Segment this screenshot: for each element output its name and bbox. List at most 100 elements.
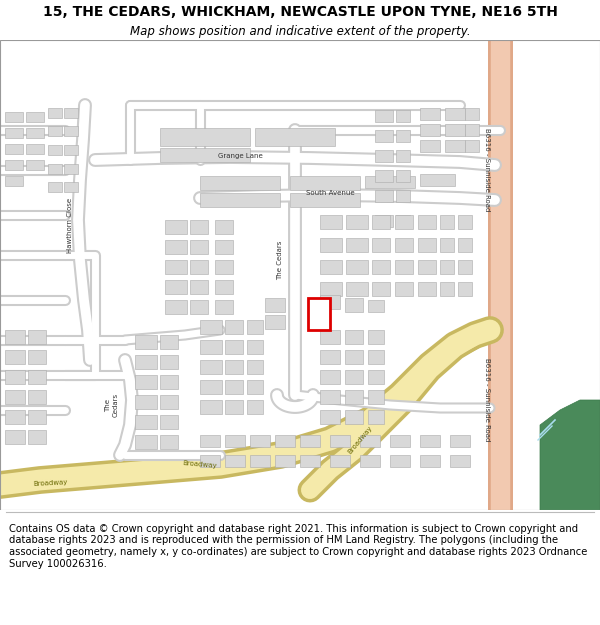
Bar xyxy=(375,215,393,227)
Bar xyxy=(160,355,178,369)
Bar xyxy=(225,380,243,394)
Bar xyxy=(345,410,363,424)
Bar xyxy=(64,164,78,174)
Bar xyxy=(372,282,390,296)
Bar xyxy=(225,360,243,374)
Bar xyxy=(420,108,440,120)
Bar xyxy=(28,390,46,404)
Bar xyxy=(375,190,393,202)
Bar xyxy=(64,182,78,192)
Bar xyxy=(135,395,157,409)
Bar xyxy=(215,300,233,314)
Bar xyxy=(372,215,390,229)
Bar xyxy=(5,390,25,404)
Bar xyxy=(346,238,368,252)
Text: The
Cedars: The Cedars xyxy=(106,393,119,417)
Bar xyxy=(215,240,233,254)
Bar xyxy=(418,238,436,252)
Bar xyxy=(346,215,368,229)
Bar xyxy=(368,410,384,424)
Bar xyxy=(465,108,479,120)
Text: B6316 - Sunniside Road: B6316 - Sunniside Road xyxy=(484,128,490,212)
Bar xyxy=(320,410,340,424)
Bar xyxy=(250,455,270,467)
Bar xyxy=(458,238,472,252)
Bar xyxy=(165,260,187,274)
Bar xyxy=(345,298,363,312)
Bar xyxy=(5,430,25,444)
Bar xyxy=(135,375,157,389)
Bar xyxy=(396,170,410,182)
Bar xyxy=(165,240,187,254)
Bar xyxy=(265,315,285,329)
Bar xyxy=(346,282,368,296)
Bar xyxy=(320,282,342,296)
Bar xyxy=(28,430,46,444)
Bar xyxy=(250,435,270,447)
Bar xyxy=(247,320,263,334)
Bar xyxy=(375,150,393,162)
Bar xyxy=(5,410,25,424)
Bar xyxy=(275,455,295,467)
Bar xyxy=(247,400,263,414)
Bar xyxy=(48,164,62,174)
Text: Broadway: Broadway xyxy=(32,479,67,487)
Bar xyxy=(390,455,410,467)
Text: 15, THE CEDARS, WHICKHAM, NEWCASTLE UPON TYNE, NE16 5TH: 15, THE CEDARS, WHICKHAM, NEWCASTLE UPON… xyxy=(43,5,557,19)
Bar xyxy=(345,330,363,344)
Bar xyxy=(465,140,479,152)
Bar xyxy=(64,145,78,155)
Bar xyxy=(26,160,44,170)
Bar xyxy=(247,360,263,374)
Bar xyxy=(190,260,208,274)
Bar xyxy=(165,300,187,314)
Bar xyxy=(160,128,250,146)
Bar xyxy=(190,240,208,254)
Bar xyxy=(418,215,436,229)
Bar xyxy=(215,280,233,294)
Bar xyxy=(368,330,384,344)
Text: South Avenue: South Avenue xyxy=(305,190,355,196)
Bar xyxy=(395,260,413,274)
Bar xyxy=(320,215,342,229)
Bar xyxy=(420,435,440,447)
Bar xyxy=(265,298,285,312)
Bar xyxy=(5,330,25,344)
Bar xyxy=(26,112,44,122)
Bar xyxy=(200,455,220,467)
Bar xyxy=(48,126,62,136)
Bar xyxy=(135,435,157,449)
Bar xyxy=(320,330,340,344)
Bar xyxy=(418,260,436,274)
Bar xyxy=(290,193,360,207)
Text: The Cedars: The Cedars xyxy=(277,240,283,280)
Text: Hawthorn Close: Hawthorn Close xyxy=(67,198,73,252)
Bar xyxy=(290,176,360,190)
Bar xyxy=(375,170,393,182)
Bar xyxy=(160,148,250,162)
Bar xyxy=(135,355,157,369)
Bar xyxy=(64,108,78,118)
Bar xyxy=(368,370,384,384)
Bar xyxy=(396,150,410,162)
Bar xyxy=(375,130,393,142)
Bar xyxy=(190,220,208,234)
Bar xyxy=(396,130,410,142)
Bar xyxy=(28,410,46,424)
Bar xyxy=(360,435,380,447)
Bar xyxy=(372,260,390,274)
Bar xyxy=(190,280,208,294)
Text: B6316 - Sunniside Road: B6316 - Sunniside Road xyxy=(484,358,490,442)
Bar xyxy=(445,124,465,136)
Bar xyxy=(5,144,23,154)
Bar xyxy=(440,260,454,274)
Bar xyxy=(200,176,280,190)
Bar xyxy=(320,238,342,252)
Bar xyxy=(420,174,455,186)
Bar xyxy=(28,370,46,384)
Bar xyxy=(320,260,342,274)
Bar xyxy=(450,455,470,467)
Bar xyxy=(445,140,465,152)
Bar xyxy=(445,108,465,120)
Bar xyxy=(308,298,330,330)
